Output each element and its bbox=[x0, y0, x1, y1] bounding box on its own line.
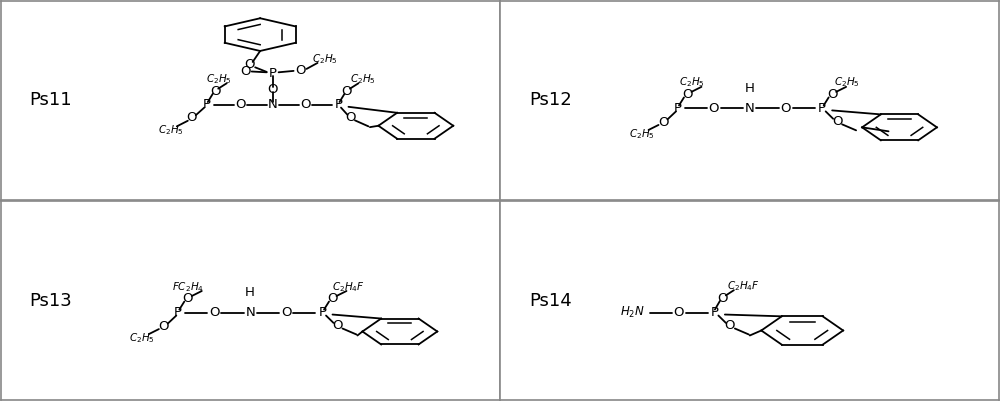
Text: P: P bbox=[818, 102, 826, 115]
Text: $C_2H_5$: $C_2H_5$ bbox=[206, 73, 232, 86]
Text: P: P bbox=[334, 98, 342, 111]
Text: P: P bbox=[711, 306, 719, 319]
Text: O: O bbox=[346, 111, 356, 124]
Text: O: O bbox=[827, 88, 837, 101]
Text: $H_2N$: $H_2N$ bbox=[620, 305, 645, 320]
Text: O: O bbox=[240, 65, 250, 78]
Text: $C_2H_5$: $C_2H_5$ bbox=[312, 53, 338, 66]
Text: O: O bbox=[658, 116, 669, 129]
Text: O: O bbox=[332, 319, 343, 332]
Text: O: O bbox=[281, 306, 291, 319]
Text: $C_2H_4F$: $C_2H_4F$ bbox=[727, 279, 760, 293]
Text: O: O bbox=[327, 292, 338, 305]
Text: O: O bbox=[725, 319, 735, 332]
Text: N: N bbox=[268, 98, 278, 111]
Text: O: O bbox=[210, 85, 220, 98]
Text: O: O bbox=[342, 85, 352, 98]
Text: $C_2H_5$: $C_2H_5$ bbox=[834, 75, 860, 89]
Text: P: P bbox=[319, 306, 327, 319]
Text: O: O bbox=[300, 98, 310, 111]
Text: P: P bbox=[673, 102, 681, 115]
Text: $C_2H_5$: $C_2H_5$ bbox=[350, 73, 376, 86]
Text: O: O bbox=[295, 64, 305, 77]
Text: P: P bbox=[269, 67, 277, 80]
Text: O: O bbox=[187, 111, 197, 124]
Text: O: O bbox=[682, 88, 693, 101]
Text: H: H bbox=[245, 286, 255, 299]
Text: O: O bbox=[183, 292, 193, 305]
Text: O: O bbox=[717, 292, 728, 305]
Text: $C_2H_5$: $C_2H_5$ bbox=[679, 75, 705, 89]
Text: N: N bbox=[245, 306, 255, 319]
Text: $FC_2H_4$: $FC_2H_4$ bbox=[172, 280, 204, 294]
Text: O: O bbox=[159, 320, 169, 333]
Text: $C_2H_5$: $C_2H_5$ bbox=[629, 127, 655, 141]
Text: Ps14: Ps14 bbox=[529, 292, 572, 310]
Text: O: O bbox=[709, 102, 719, 115]
Text: H: H bbox=[745, 82, 755, 95]
Text: $C_2H_5$: $C_2H_5$ bbox=[158, 123, 184, 137]
Text: O: O bbox=[267, 83, 278, 96]
Text: Ps13: Ps13 bbox=[29, 292, 72, 310]
Text: O: O bbox=[674, 306, 684, 319]
Text: O: O bbox=[235, 98, 245, 111]
Text: P: P bbox=[203, 98, 211, 111]
Text: $C_2H_5$: $C_2H_5$ bbox=[129, 331, 155, 345]
Text: O: O bbox=[244, 59, 254, 71]
Text: N: N bbox=[745, 102, 755, 115]
Text: O: O bbox=[209, 306, 219, 319]
Text: $C_2H_4F$: $C_2H_4F$ bbox=[332, 280, 365, 294]
Text: O: O bbox=[832, 115, 842, 128]
Text: O: O bbox=[781, 102, 791, 115]
Text: P: P bbox=[174, 306, 182, 319]
Text: Ps11: Ps11 bbox=[29, 91, 72, 109]
Text: Ps12: Ps12 bbox=[529, 91, 572, 109]
